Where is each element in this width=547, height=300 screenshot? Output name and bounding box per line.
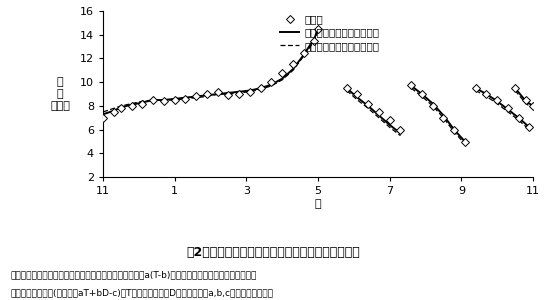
Text: 葉
数
（枚）: 葉 数 （枚） <box>50 77 70 111</box>
Text: 間を用いた推定値(推定式：aT+bD-c)、T：日平均気温、D：日長時間、a,b,c：パラメーター値: 間を用いた推定値(推定式：aT+bD-c)、T：日平均気温、D：日長時間、a,b… <box>11 288 274 297</box>
Legend: 実測値, ・推定値２（気温＋日長）, ・推定値１　（気温のみ）: 実測値, ・推定値２（気温＋日長）, ・推定値１ （気温のみ） <box>280 14 379 51</box>
X-axis label: 月: 月 <box>315 199 321 209</box>
Text: 推定値１は日平均気温のみを用いた推定値　「推定式：a(T-b)」、推定値２は日平均気温と日長時: 推定値１は日平均気温のみを用いた推定値 「推定式：a(T-b)」、推定値２は日平… <box>11 270 257 279</box>
Text: 図2　各茶期全葉数における推定値と実測値の推移: 図2 各茶期全葉数における推定値と実測値の推移 <box>187 245 360 259</box>
